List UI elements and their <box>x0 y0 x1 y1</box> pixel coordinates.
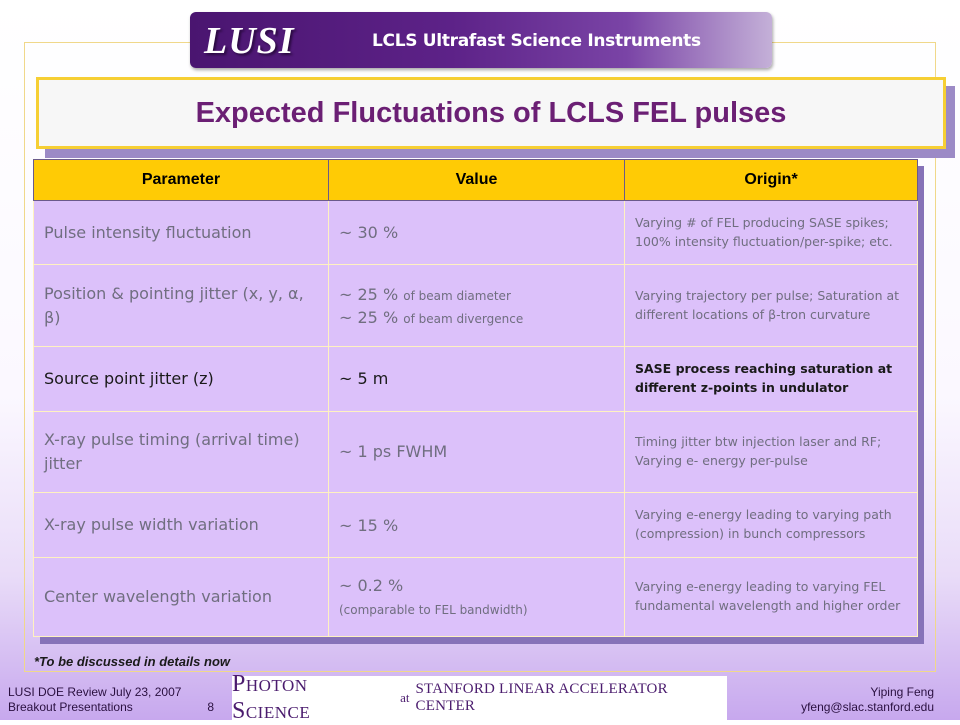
origin-cell: Varying trajectory per pulse; Saturation… <box>624 264 918 348</box>
origin-cell: SASE process reaching saturation at diff… <box>624 346 918 412</box>
value-cell: ~ 30 % <box>328 199 625 266</box>
table-row: Center wavelength variation ~ 0.2 % (com… <box>33 556 918 638</box>
header-parameter: Parameter <box>33 159 329 201</box>
header-origin: Origin* <box>624 159 918 201</box>
at-text: at <box>400 690 410 705</box>
review-label: LUSI DOE Review July 23, 2007 <box>8 685 182 699</box>
value-note: of beam diameter <box>403 288 511 303</box>
origin-cell: Varying e-energy leading to varying FEL … <box>624 556 918 638</box>
param-cell: X-ray pulse width variation <box>33 492 329 558</box>
value-main: ~ 1 ps FWHM <box>339 442 448 462</box>
footer-right: Yiping Feng yfeng@slac.stanford.edu <box>801 685 934 715</box>
table-row: Pulse intensity fluctuation ~ 30 % Varyi… <box>33 199 918 266</box>
param-cell: Position & pointing jitter (x, y, α, β) <box>33 264 329 348</box>
value-cell: ~ 0.2 % (comparable to FEL bandwidth) <box>328 556 625 638</box>
value-main: ~ 30 % <box>339 223 399 243</box>
page-number: 8 <box>207 700 214 714</box>
slide-title: Expected Fluctuations of LCLS FEL pulses <box>195 96 787 129</box>
origin-cell: Varying e-energy leading to varying path… <box>624 492 918 558</box>
origin-cell: Varying # of FEL producing SASE spikes; … <box>624 199 918 266</box>
author-email: yfeng@slac.stanford.edu <box>801 700 934 714</box>
value-main: ~ 5 m <box>339 369 389 389</box>
table-row: X-ray pulse width variation ~ 15 % Varyi… <box>33 492 918 558</box>
photon-science-text: Photon Science <box>232 671 311 724</box>
value-main: ~ 0.2 % <box>339 575 404 595</box>
param-cell: Pulse intensity fluctuation <box>33 199 329 266</box>
footnote: *To be discussed in details now <box>34 654 231 669</box>
value-main: ~ 25 % <box>339 307 399 327</box>
table-row: Position & pointing jitter (x, y, α, β) … <box>33 264 918 348</box>
value-note: (comparable to FEL bandwidth) <box>339 602 528 617</box>
value-cell: ~ 15 % <box>328 492 625 558</box>
value-main: ~ 25 % <box>339 284 399 304</box>
value-cell: ~ 25 % of beam diameter ~ 25 % of beam d… <box>328 264 625 348</box>
param-cell: Source point jitter (z) <box>33 346 329 412</box>
value-cell: ~ 5 m <box>328 346 625 412</box>
header-banner: LUSI LCLS Ultrafast Science Instruments <box>190 12 772 68</box>
author-name: Yiping Feng <box>870 685 934 699</box>
banner-subtitle: LCLS Ultrafast Science Instruments <box>372 31 701 51</box>
table-row: X-ray pulse timing (arrival time) jitter… <box>33 410 918 494</box>
photon-science-logo: Photon Science at STANFORD LINEAR ACCELE… <box>232 671 727 724</box>
slac-text: STANFORD LINEAR ACCELERATOR CENTER <box>415 681 668 714</box>
param-cell: Center wavelength variation <box>33 556 329 638</box>
value-note: of beam divergence <box>403 311 524 326</box>
value-main: ~ 15 % <box>339 515 399 535</box>
value-cell: ~ 1 ps FWHM <box>328 410 625 494</box>
fluctuation-table: Parameter Value Origin* Pulse intensity … <box>33 159 918 638</box>
origin-cell: Timing jitter btw injection laser and RF… <box>624 410 918 494</box>
footer-left: LUSI DOE Review July 23, 2007 Breakout P… <box>8 685 214 715</box>
lusi-logo: LUSI <box>204 20 295 62</box>
table-row: Source point jitter (z) ~ 5 m SASE proce… <box>33 346 918 412</box>
header-value: Value <box>328 159 625 201</box>
table-header-row: Parameter Value Origin* <box>33 159 918 201</box>
param-cell: X-ray pulse timing (arrival time) jitter <box>33 410 329 494</box>
presentation-label: Breakout Presentations <box>8 700 133 714</box>
title-box: Expected Fluctuations of LCLS FEL pulses <box>36 77 946 149</box>
